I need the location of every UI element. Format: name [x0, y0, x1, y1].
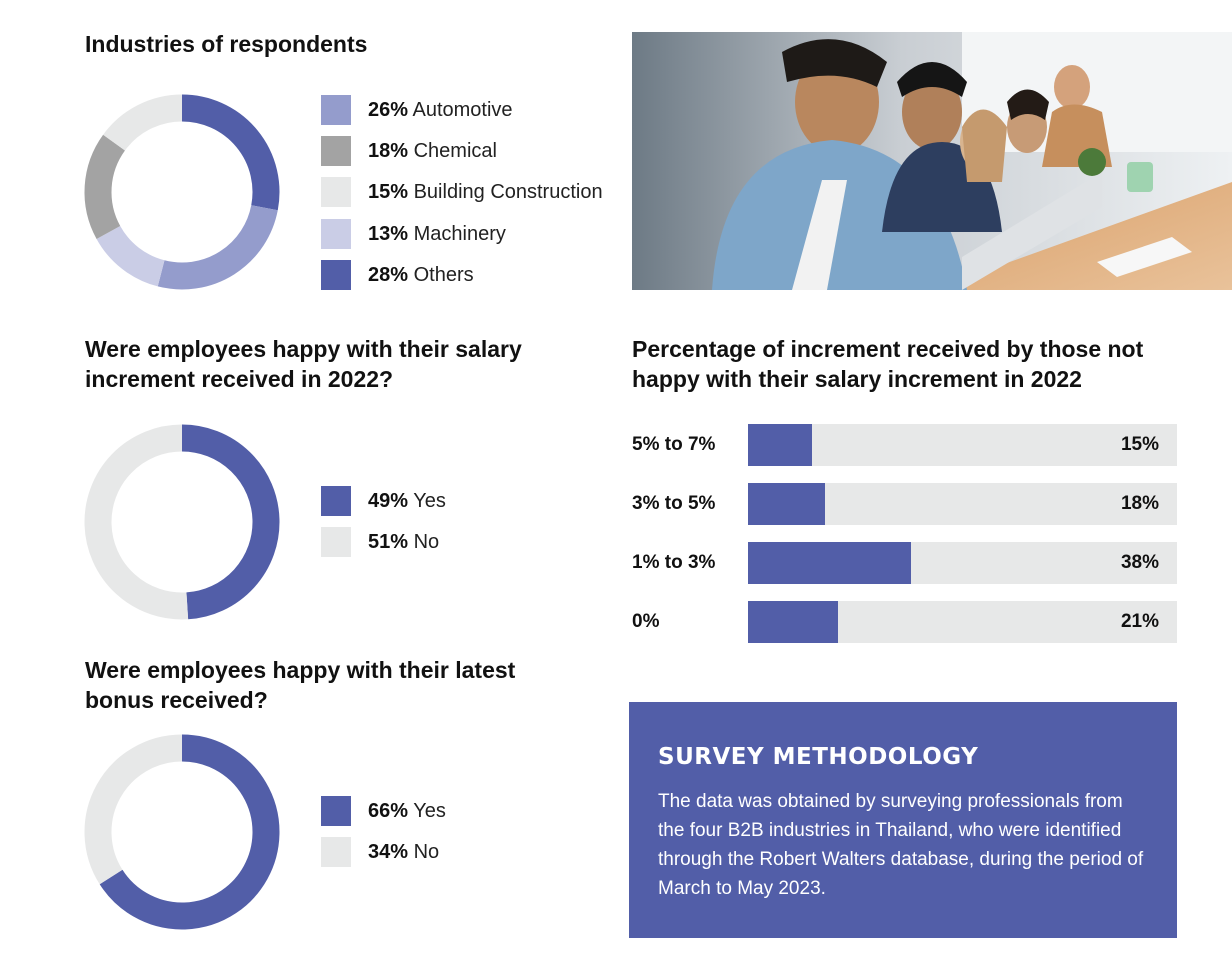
industries-title: Industries of respondents	[85, 31, 368, 57]
legend-label-chemical: Chemical	[413, 140, 497, 162]
legend-label-bonus-yes: Yes	[413, 800, 446, 822]
donut-slice-yes	[181, 424, 280, 620]
legend-label-others: Others	[413, 264, 474, 286]
legend-pct-automotive: 26%	[368, 99, 409, 121]
donut-slice-automotive	[157, 204, 278, 290]
legend-pct-machinery: 13%	[368, 223, 409, 245]
bar-track: 38%	[748, 542, 1177, 584]
bar-value-label: 38%	[1120, 552, 1159, 573]
donut-slice-building-construction	[103, 94, 183, 151]
legend-swatch-machinery	[321, 219, 351, 249]
legend-pct-salary-yes: 49%	[368, 490, 409, 512]
bar	[748, 483, 826, 525]
bar-value-label: 21%	[1120, 611, 1159, 632]
bar-row: 3% to 5% 18%	[632, 483, 1177, 525]
legend-swatch-salary-no	[321, 527, 351, 557]
legend-swatch-automotive	[321, 95, 351, 125]
bonus-happy-donut	[84, 734, 280, 930]
bar-category-label: 3% to 5%	[632, 493, 716, 514]
bar-track: 15%	[748, 424, 1177, 466]
donut-slice-no	[84, 424, 189, 620]
office-photo-illustration	[632, 32, 1232, 290]
bar-category-label: 5% to 7%	[632, 434, 716, 455]
salary-happy-title: Were employees happy with their salary i…	[85, 336, 522, 392]
bar	[748, 601, 839, 643]
bar-value-label: 15%	[1120, 434, 1159, 455]
bar-row: 0% 21%	[632, 601, 1177, 643]
bar-row: 5% to 7% 15%	[632, 424, 1177, 466]
legend-pct-building: 15%	[368, 181, 409, 203]
legend-swatch-salary-yes	[321, 486, 351, 516]
bar-value-label: 18%	[1120, 493, 1159, 514]
donut-slice-yes	[99, 734, 280, 930]
legend-pct-bonus-yes: 66%	[368, 800, 409, 822]
legend-label-machinery: Machinery	[413, 223, 506, 245]
donut-slice-no	[84, 734, 183, 885]
donut-slice-others	[181, 94, 280, 211]
legend-swatch-others	[321, 260, 351, 290]
bonus-happy-title: Were employees happy with their latest b…	[85, 657, 516, 713]
donut-slice-machinery	[96, 225, 165, 287]
bar-category-label: 0%	[632, 611, 660, 632]
bar	[748, 542, 912, 584]
legend-swatch-building	[321, 177, 351, 207]
bar-track: 21%	[748, 601, 1177, 643]
legend-pct-bonus-no: 34%	[368, 841, 409, 863]
legend-pct-chemical: 18%	[368, 140, 409, 162]
legend-pct-others: 28%	[368, 264, 409, 286]
methodology-heading: SURVEY METHODOLOGY	[658, 744, 979, 770]
methodology-text: The data was obtained by surveying profe…	[658, 791, 1144, 899]
bar-track: 18%	[748, 483, 1177, 525]
legend-label-bonus-no: No	[413, 841, 440, 863]
office-photo	[632, 32, 1232, 290]
donut-slice-chemical	[84, 134, 126, 239]
legend-label-automotive: Automotive	[412, 99, 513, 121]
bar-row: 1% to 3% 38%	[632, 542, 1177, 584]
increment-bar-title: Percentage of increment received by thos…	[632, 336, 1144, 392]
legend-swatch-chemical	[321, 136, 351, 166]
legend-label-salary-yes: Yes	[413, 490, 446, 512]
industries-donut	[84, 94, 280, 290]
legend-swatch-bonus-yes	[321, 796, 351, 826]
legend-label-salary-no: No	[413, 531, 440, 553]
legend-pct-salary-no: 51%	[368, 531, 409, 553]
bar	[748, 424, 813, 466]
survey-methodology-box: SURVEY METHODOLOGY The data was obtained…	[629, 702, 1177, 938]
bar-category-label: 1% to 3%	[632, 552, 716, 573]
legend-swatch-bonus-no	[321, 837, 351, 867]
legend-label-building: Building Construction	[413, 181, 603, 203]
salary-happy-donut	[84, 424, 280, 620]
